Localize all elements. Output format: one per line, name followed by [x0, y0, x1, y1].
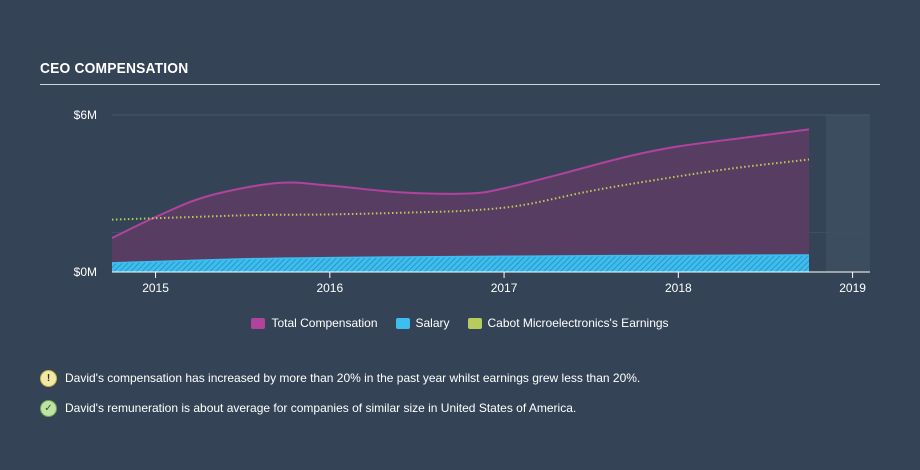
chart-title: CEO COMPENSATION	[40, 60, 189, 77]
title-divider	[40, 84, 880, 85]
axis-layer: 2015 2016 2017 2018 2019 $0M $6M	[74, 108, 870, 295]
x-tick-label: 2018	[665, 281, 692, 295]
insight-note: ! David's compensation has increased by m…	[40, 368, 640, 388]
check-icon: ✓	[40, 399, 57, 417]
legend-item: Total Compensation	[251, 316, 378, 330]
insight-text: David's remuneration is about average fo…	[65, 401, 577, 415]
insight-text: David's compensation has increased by mo…	[65, 371, 641, 385]
legend-label: Salary	[415, 316, 450, 330]
ceo-compensation-chart: 2015 2016 2017 2018 2019 $0M $6M	[74, 108, 870, 295]
salary-line	[111, 254, 810, 264]
insight-note: ✓ David's remuneration is about average f…	[40, 398, 640, 418]
salary-area	[112, 254, 810, 272]
series-layer	[111, 128, 810, 272]
legend-item: Salary	[395, 316, 450, 330]
legend-item: Cabot Microelectronics's Earnings	[467, 316, 669, 330]
y-tick-label: $6M	[74, 108, 97, 122]
x-tick-label: 2017	[491, 281, 518, 295]
x-tick-label: 2016	[316, 281, 343, 295]
earnings-line	[111, 158, 810, 221]
legend-label: Total Compensation	[271, 316, 378, 330]
y-tick-label: $0M	[74, 265, 97, 279]
warning-icon: !	[40, 369, 57, 387]
chart-legend: Total Compensation Salary Cabot Microelect…	[0, 316, 920, 330]
legend-swatch	[251, 317, 266, 329]
x-tick-label: 2015	[142, 281, 169, 295]
x-tick-label: 2019	[839, 281, 866, 295]
total-compensation-area	[112, 129, 810, 272]
legend-label: Cabot Microelectronics's Earnings	[487, 316, 669, 330]
total-compensation-line	[111, 128, 810, 239]
chart-header: CEO COMPENSATION	[40, 60, 880, 85]
insight-notes: ! David's compensation has increased by m…	[40, 368, 640, 428]
forecast-region	[826, 115, 870, 272]
legend-swatch	[467, 317, 482, 329]
legend-swatch	[395, 317, 410, 329]
